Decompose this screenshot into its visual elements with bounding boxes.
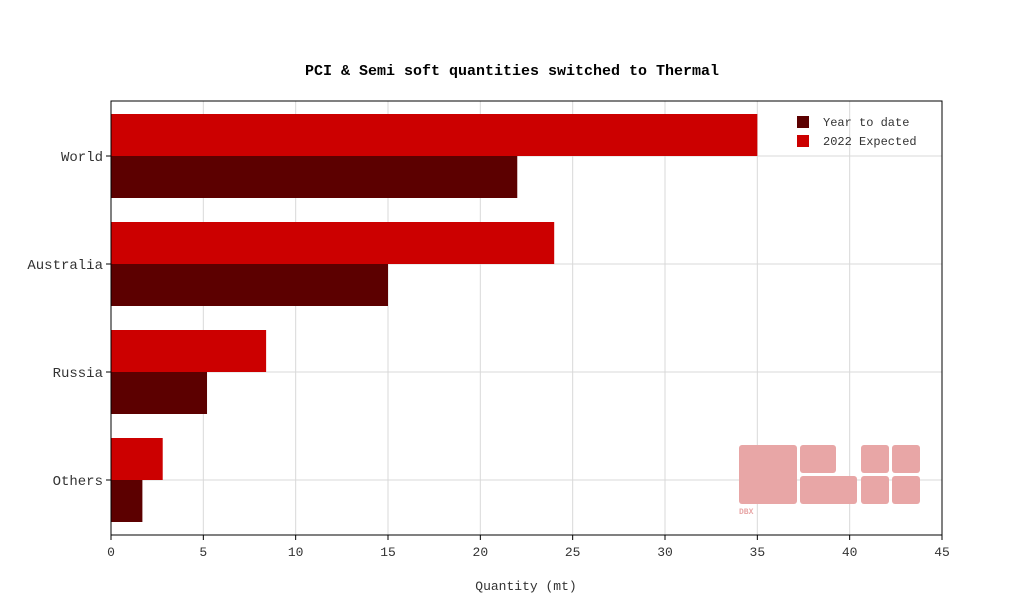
logo-block xyxy=(800,476,857,504)
logo-block xyxy=(739,445,797,504)
plot-frame xyxy=(110,100,943,536)
legend-swatch xyxy=(797,135,809,147)
bar-2022-expected xyxy=(111,438,163,480)
logo-block xyxy=(861,476,889,504)
x-tick-label: 20 xyxy=(473,545,489,560)
bars xyxy=(111,114,758,522)
y-tick-label: Russia xyxy=(53,366,103,382)
y-axis-ticks: World Australia Russia Others xyxy=(27,150,111,490)
x-tick-label: 15 xyxy=(380,545,396,560)
bar-year-to-date xyxy=(111,480,143,522)
x-tick-label: 40 xyxy=(842,545,858,560)
logo-block xyxy=(892,476,920,504)
x-tick-label: 10 xyxy=(288,545,304,560)
legend-label: 2022 Expected xyxy=(823,135,917,149)
bar-year-to-date xyxy=(111,264,388,306)
x-tick-label: 45 xyxy=(934,545,950,560)
x-tick-label: 30 xyxy=(657,545,673,560)
bar-year-to-date xyxy=(111,372,208,414)
dbx-watermark-logo: DBX xyxy=(739,445,920,517)
logo-block xyxy=(892,445,920,473)
bar-2022-expected xyxy=(111,222,555,264)
x-tick-label: 25 xyxy=(565,545,581,560)
bar-2022-expected xyxy=(111,114,758,156)
legend-swatch xyxy=(797,116,809,128)
watermark-label: DBX xyxy=(739,508,754,517)
x-tick-label: 0 xyxy=(107,545,115,560)
x-tick-label: 5 xyxy=(199,545,207,560)
legend-label: Year to date xyxy=(823,116,909,130)
y-tick-label: Australia xyxy=(27,258,103,274)
x-axis-label: Quantity (mt) xyxy=(475,579,576,594)
chart-title: PCI & Semi soft quantities switched to T… xyxy=(305,63,719,80)
x-axis-ticks: 0 5 10 15 20 25 30 35 40 45 xyxy=(107,535,950,560)
logo-block xyxy=(861,445,889,473)
y-tick-label: Others xyxy=(53,474,103,490)
bar-year-to-date xyxy=(111,156,518,198)
x-tick-label: 35 xyxy=(750,545,766,560)
logo-block xyxy=(800,445,836,473)
bar-2022-expected xyxy=(111,330,267,372)
legend: Year to date 2022 Expected xyxy=(797,116,917,149)
y-tick-label: World xyxy=(61,150,103,166)
